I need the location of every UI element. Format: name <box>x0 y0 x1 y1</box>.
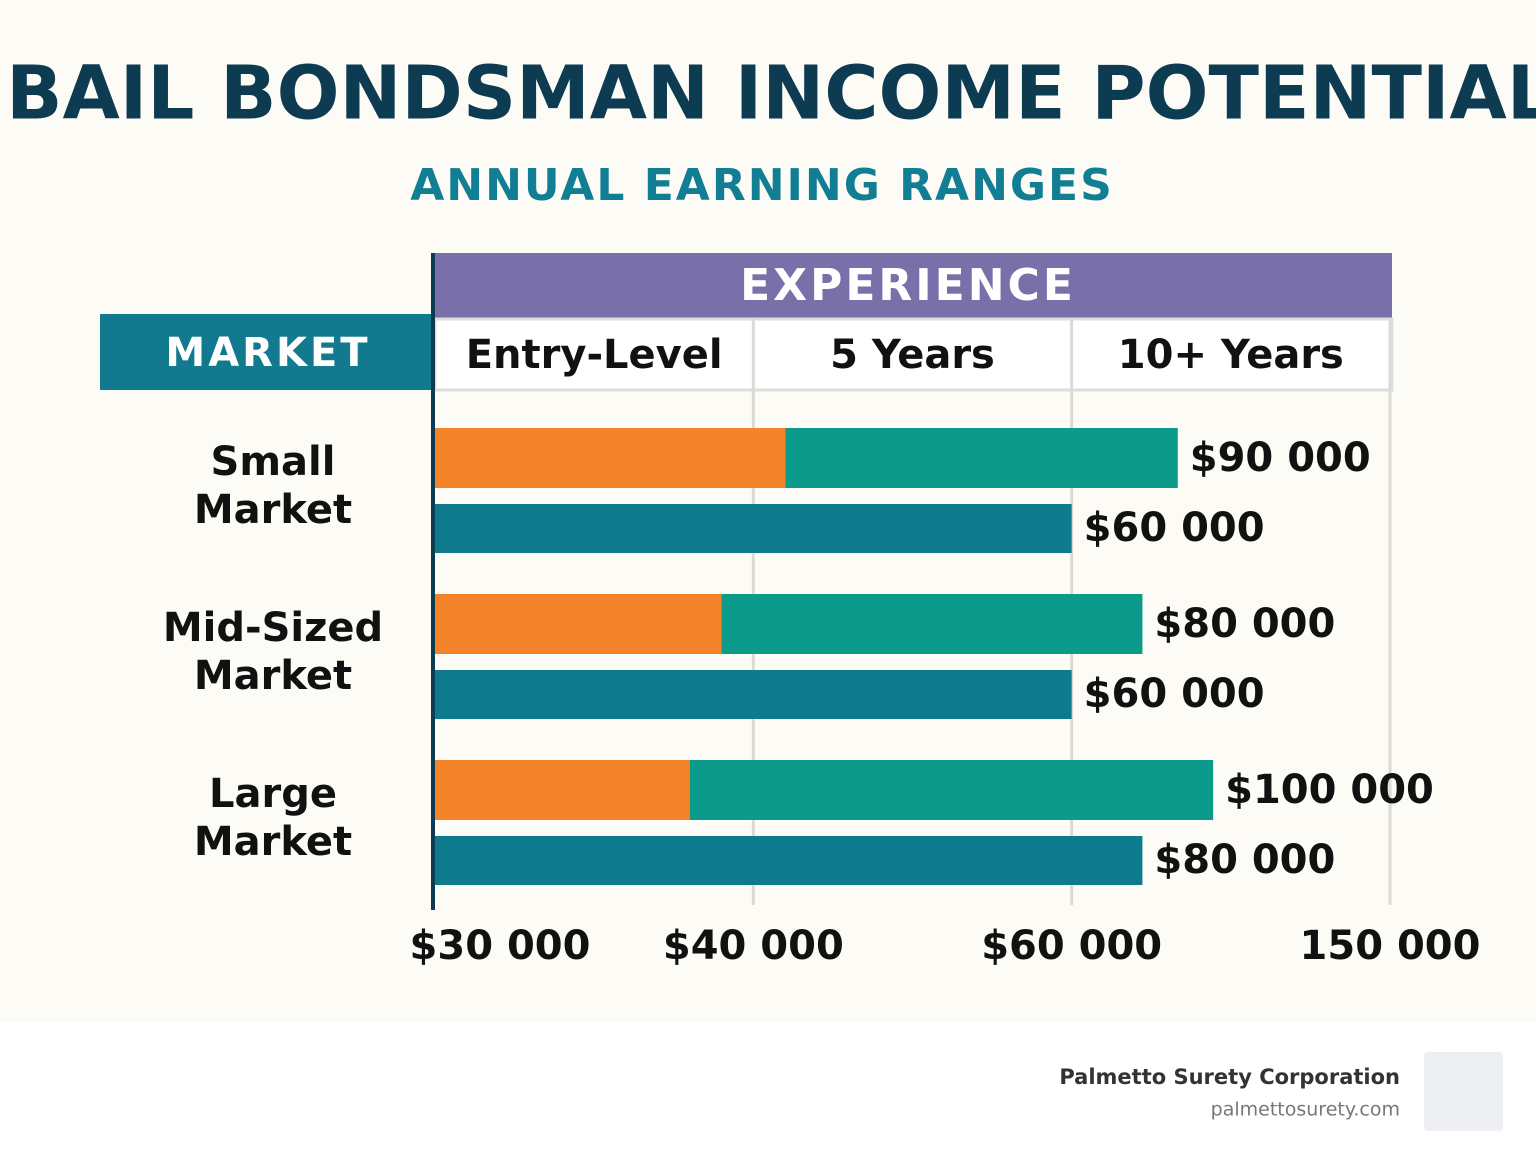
row-header-band <box>100 314 435 390</box>
bar <box>435 594 722 654</box>
category-label: Small Market <box>193 439 353 533</box>
chart-title: BAIL BONDSMAN INCOME POTENTIAL <box>6 51 1536 137</box>
footer-url: palmettosurety.com <box>1211 1099 1400 1121</box>
bar <box>435 504 1072 553</box>
value-label: $90 000 <box>1190 435 1371 481</box>
bar <box>435 428 786 488</box>
x-tick-label: $30 000 <box>410 923 591 969</box>
x-tick-label: $60 000 <box>981 923 1162 969</box>
value-label: $80 000 <box>1154 837 1335 883</box>
row-header: MARKET <box>165 330 370 376</box>
range-bar <box>689 760 1214 820</box>
logo-box <box>1424 1052 1503 1131</box>
x-tick-label: $40 000 <box>663 923 844 969</box>
range-bar <box>785 428 1178 488</box>
column-label-row <box>433 317 1394 392</box>
column-label: 5 Years <box>830 332 995 378</box>
category-label: Large Market <box>193 771 353 865</box>
value-label: $60 000 <box>1084 505 1265 551</box>
column-label: 10+ Years <box>1118 332 1344 378</box>
bar <box>435 760 690 820</box>
bar <box>435 836 1143 885</box>
value-label: $100 000 <box>1225 767 1434 813</box>
column-label: Entry-Level <box>466 332 723 378</box>
footer-name: Palmetto Surety Corporation <box>1059 1065 1400 1089</box>
range-bar <box>721 594 1143 654</box>
chart-subtitle: ANNUAL EARNING RANGES <box>410 160 1114 211</box>
bar <box>435 670 1072 719</box>
x-tick-label: 150 000 <box>1300 923 1481 969</box>
value-label: $60 000 <box>1084 671 1265 717</box>
category-label: Mid-Sized Market <box>162 605 384 699</box>
column-header: EXPERIENCE <box>740 260 1076 311</box>
column-header-band <box>435 253 1392 319</box>
value-label: $80 000 <box>1154 601 1335 647</box>
